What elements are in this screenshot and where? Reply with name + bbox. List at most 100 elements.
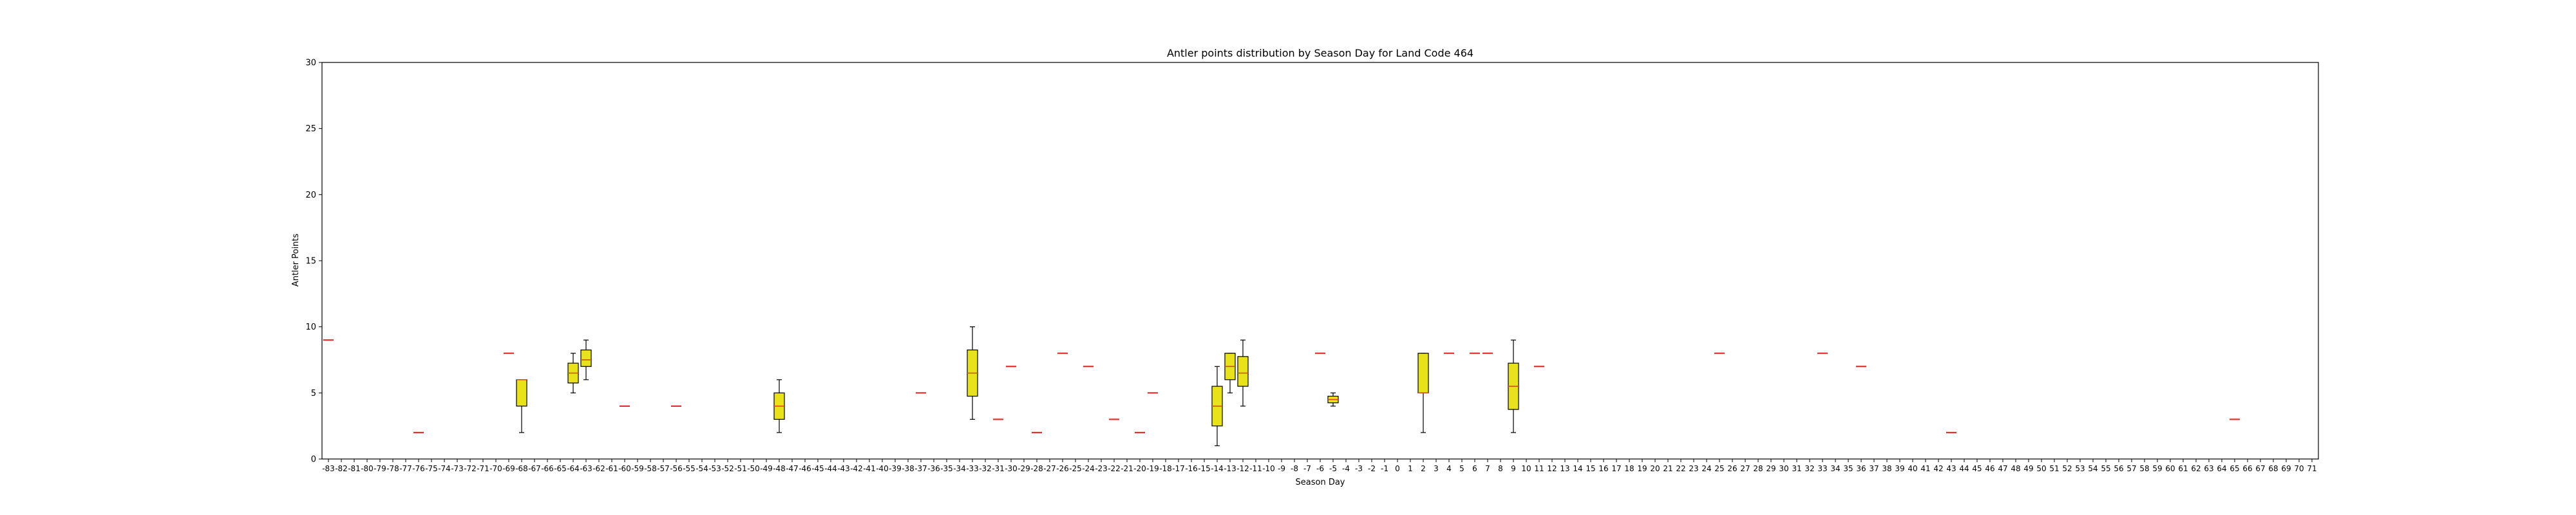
x-tick-label: -45 [811, 464, 824, 473]
x-tick-label: -12 [1236, 464, 1249, 473]
x-tick-label: 7 [1485, 464, 1490, 473]
x-tick-label: -54 [696, 464, 708, 473]
x-tick-label: -51 [734, 464, 747, 473]
x-tick-label: -75 [425, 464, 438, 473]
iqr-box [580, 349, 592, 367]
x-tick-label: 47 [1998, 464, 2007, 473]
x-tick-label: -67 [528, 464, 541, 473]
iqr-box [1237, 356, 1249, 387]
x-tick-label: 42 [1933, 464, 1943, 473]
x-tick-label: -38 [902, 464, 914, 473]
x-tick-label: -23 [1095, 464, 1108, 473]
x-tick-label: -3 [1355, 464, 1363, 473]
x-tick-label: 16 [1598, 464, 1608, 473]
x-tick-label: -5 [1329, 464, 1337, 473]
x-tick-label: 4 [1446, 464, 1452, 473]
x-tick-label: -80 [361, 464, 374, 473]
x-tick-label: -30 [1005, 464, 1018, 473]
x-tick-label: -55 [683, 464, 696, 473]
x-tick-label: 46 [1985, 464, 1994, 473]
x-tick-label: -50 [747, 464, 760, 473]
x-tick-label: 0 [1395, 464, 1400, 473]
x-tick-label: 51 [2049, 464, 2059, 473]
x-tick-label: 26 [1727, 464, 1737, 473]
x-tick-label: 43 [1946, 464, 1956, 473]
x-tick-label: 61 [2178, 464, 2188, 473]
x-tick-label: 64 [2217, 464, 2226, 473]
x-tick-label: -66 [541, 464, 554, 473]
x-tick-label: -40 [876, 464, 889, 473]
x-tick-label: -71 [477, 464, 489, 473]
x-tick-label: -10 [1262, 464, 1275, 473]
x-tick-label: -15 [1198, 464, 1211, 473]
x-tick-label: -53 [708, 464, 721, 473]
x-tick-label: -56 [670, 464, 683, 473]
x-tick-label: -58 [644, 464, 657, 473]
x-tick-label: -43 [837, 464, 850, 473]
box-day--14 [1211, 366, 1223, 447]
box-day--13 [1224, 353, 1236, 393]
x-tick-label: 45 [1972, 464, 1982, 473]
x-tick-label: -76 [412, 464, 425, 473]
x-tick-label: -26 [1056, 464, 1069, 473]
box-day--12 [1237, 339, 1249, 407]
x-tick-label: -22 [1108, 464, 1121, 473]
x-tick-label: -29 [1018, 464, 1030, 473]
x-tick-label: 49 [2023, 464, 2033, 473]
box-series [323, 326, 2240, 447]
x-tick-label: 27 [1740, 464, 1750, 473]
y-axis-label: Antler Points [291, 234, 301, 287]
x-tick-label: 36 [1856, 464, 1866, 473]
y-tick-label: 0 [311, 455, 316, 465]
x-tick-label: -59 [631, 464, 644, 473]
x-tick-label: -48 [773, 464, 786, 473]
x-tick-label: 32 [1804, 464, 1814, 473]
x-tick-label: 63 [2204, 464, 2213, 473]
x-tick-label: 10 [1521, 464, 1531, 473]
x-tick-label: 55 [2101, 464, 2110, 473]
x-tick-label: 44 [1959, 464, 1969, 473]
x-tick-label: -79 [374, 464, 386, 473]
x-tick-label: 68 [2268, 464, 2278, 473]
x-tick-label: -82 [335, 464, 348, 473]
x-tick-label: -61 [605, 464, 618, 473]
x-tick-label: 57 [2126, 464, 2136, 473]
plot-area [321, 62, 2319, 460]
x-tick-label: -83 [322, 464, 335, 473]
y-tick-label: 5 [311, 389, 316, 398]
x-tick-label: 62 [2191, 464, 2201, 473]
y-tick-label: 15 [305, 257, 316, 267]
x-tick-label: -1 [1381, 464, 1388, 473]
x-tick-label: -21 [1121, 464, 1133, 473]
box-day-9 [1508, 339, 1519, 433]
x-tick-label: 54 [2088, 464, 2098, 473]
x-tick-label: -9 [1278, 464, 1285, 473]
x-tick-label: -28 [1030, 464, 1043, 473]
x-tick-label: -36 [927, 464, 940, 473]
x-tick-label: 40 [1908, 464, 1917, 473]
box-day--64 [567, 353, 579, 393]
x-tick-label: -17 [1172, 464, 1185, 473]
y-tick-label: 30 [305, 59, 316, 68]
x-tick-label: 34 [1830, 464, 1840, 473]
x-tick-label: -57 [657, 464, 670, 473]
box-day-2 [1417, 353, 1429, 433]
x-tick-label: 20 [1650, 464, 1660, 473]
x-tick-label: 56 [2114, 464, 2123, 473]
x-tick-label: -20 [1133, 464, 1146, 473]
x-tick-label: 65 [2230, 464, 2239, 473]
x-tick-label: 13 [1560, 464, 1569, 473]
x-tick-label: 18 [1624, 464, 1634, 473]
x-tick-label: -63 [580, 464, 592, 473]
x-tick-label: -11 [1249, 464, 1262, 473]
x-tick-label: -33 [966, 464, 979, 473]
x-tick-label: 29 [1766, 464, 1776, 473]
x-tick-label: 2 [1421, 464, 1426, 473]
x-tick-label: -70 [489, 464, 502, 473]
x-tick-label: 6 [1472, 464, 1477, 473]
plot-frame [321, 62, 2319, 460]
x-tick-label: 48 [2011, 464, 2020, 473]
x-tick-label: 38 [1882, 464, 1891, 473]
x-axis-label: Season Day [1296, 478, 1345, 487]
